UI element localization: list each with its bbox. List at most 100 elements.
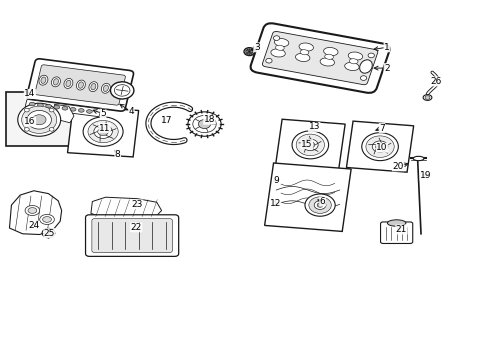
FancyBboxPatch shape bbox=[92, 219, 172, 252]
Ellipse shape bbox=[371, 141, 387, 152]
Ellipse shape bbox=[274, 39, 288, 46]
Ellipse shape bbox=[367, 53, 374, 58]
FancyBboxPatch shape bbox=[346, 121, 413, 172]
Ellipse shape bbox=[54, 105, 60, 109]
Ellipse shape bbox=[53, 78, 59, 85]
Ellipse shape bbox=[296, 134, 324, 156]
Ellipse shape bbox=[317, 203, 323, 207]
Ellipse shape bbox=[359, 60, 371, 73]
Text: 19: 19 bbox=[419, 171, 431, 180]
Ellipse shape bbox=[24, 108, 29, 112]
Ellipse shape bbox=[78, 82, 83, 88]
FancyBboxPatch shape bbox=[25, 99, 101, 117]
Ellipse shape bbox=[70, 108, 76, 111]
FancyBboxPatch shape bbox=[67, 106, 139, 157]
Ellipse shape bbox=[386, 220, 405, 226]
Polygon shape bbox=[54, 104, 74, 123]
FancyBboxPatch shape bbox=[275, 119, 345, 171]
Text: 11: 11 bbox=[99, 123, 110, 132]
Text: 14: 14 bbox=[24, 89, 36, 98]
Text: 12: 12 bbox=[269, 199, 280, 208]
Ellipse shape bbox=[40, 215, 54, 225]
Ellipse shape bbox=[32, 115, 46, 125]
Ellipse shape bbox=[94, 125, 112, 138]
Ellipse shape bbox=[27, 111, 51, 129]
Text: 16: 16 bbox=[24, 117, 36, 126]
Ellipse shape bbox=[295, 53, 309, 62]
Text: 15: 15 bbox=[301, 140, 312, 149]
Ellipse shape bbox=[78, 109, 84, 112]
Ellipse shape bbox=[86, 110, 92, 113]
Text: 21: 21 bbox=[395, 225, 407, 234]
Text: 9: 9 bbox=[273, 176, 279, 185]
Text: 26: 26 bbox=[429, 77, 441, 86]
FancyBboxPatch shape bbox=[262, 31, 377, 85]
FancyBboxPatch shape bbox=[380, 222, 412, 243]
Ellipse shape bbox=[41, 77, 46, 84]
Text: 5: 5 bbox=[100, 109, 106, 118]
Ellipse shape bbox=[348, 59, 357, 64]
Ellipse shape bbox=[66, 80, 71, 87]
Ellipse shape bbox=[273, 36, 279, 40]
Text: 18: 18 bbox=[203, 115, 215, 124]
Text: 22: 22 bbox=[130, 223, 142, 232]
Text: 7: 7 bbox=[378, 123, 384, 132]
Ellipse shape bbox=[29, 102, 35, 106]
Text: 17: 17 bbox=[161, 116, 172, 125]
FancyBboxPatch shape bbox=[35, 65, 125, 105]
Text: 13: 13 bbox=[308, 122, 319, 131]
Ellipse shape bbox=[192, 116, 216, 133]
Ellipse shape bbox=[270, 49, 285, 57]
Ellipse shape bbox=[28, 208, 37, 213]
Ellipse shape bbox=[89, 82, 98, 92]
Text: 20: 20 bbox=[391, 162, 403, 171]
Ellipse shape bbox=[51, 77, 61, 87]
FancyBboxPatch shape bbox=[264, 163, 350, 231]
Ellipse shape bbox=[39, 75, 48, 85]
Ellipse shape bbox=[110, 82, 134, 99]
Ellipse shape bbox=[275, 45, 284, 50]
Ellipse shape bbox=[49, 108, 54, 112]
Ellipse shape bbox=[18, 103, 61, 136]
Ellipse shape bbox=[49, 127, 54, 131]
Text: 6: 6 bbox=[319, 197, 325, 206]
Ellipse shape bbox=[91, 84, 96, 90]
Ellipse shape bbox=[265, 58, 271, 63]
Ellipse shape bbox=[24, 127, 29, 131]
Ellipse shape bbox=[320, 58, 334, 66]
Ellipse shape bbox=[347, 52, 362, 60]
FancyBboxPatch shape bbox=[27, 59, 133, 111]
Text: 1: 1 bbox=[383, 43, 389, 52]
Ellipse shape bbox=[83, 117, 123, 146]
Ellipse shape bbox=[361, 133, 398, 161]
Ellipse shape bbox=[101, 83, 110, 93]
Ellipse shape bbox=[291, 131, 328, 159]
Ellipse shape bbox=[114, 85, 130, 96]
Ellipse shape bbox=[198, 120, 210, 129]
Ellipse shape bbox=[305, 194, 334, 216]
Ellipse shape bbox=[375, 143, 384, 150]
Ellipse shape bbox=[305, 141, 314, 148]
Ellipse shape bbox=[103, 85, 108, 91]
Ellipse shape bbox=[98, 128, 108, 135]
Ellipse shape bbox=[42, 217, 51, 222]
Ellipse shape bbox=[44, 230, 52, 236]
Ellipse shape bbox=[302, 139, 318, 150]
Ellipse shape bbox=[42, 228, 55, 238]
Bar bbox=[5, 93, 73, 145]
Ellipse shape bbox=[360, 76, 366, 80]
Ellipse shape bbox=[344, 62, 358, 71]
Text: 24: 24 bbox=[28, 221, 40, 230]
Text: 8: 8 bbox=[115, 150, 121, 159]
Ellipse shape bbox=[187, 112, 221, 136]
Text: 4: 4 bbox=[128, 107, 134, 116]
Ellipse shape bbox=[412, 156, 423, 161]
Ellipse shape bbox=[244, 48, 254, 55]
Ellipse shape bbox=[300, 50, 308, 55]
Text: 10: 10 bbox=[375, 143, 387, 152]
Text: 23: 23 bbox=[131, 200, 142, 209]
Text: 25: 25 bbox=[44, 229, 55, 238]
Ellipse shape bbox=[64, 78, 73, 89]
Ellipse shape bbox=[38, 103, 43, 107]
Ellipse shape bbox=[308, 197, 330, 213]
